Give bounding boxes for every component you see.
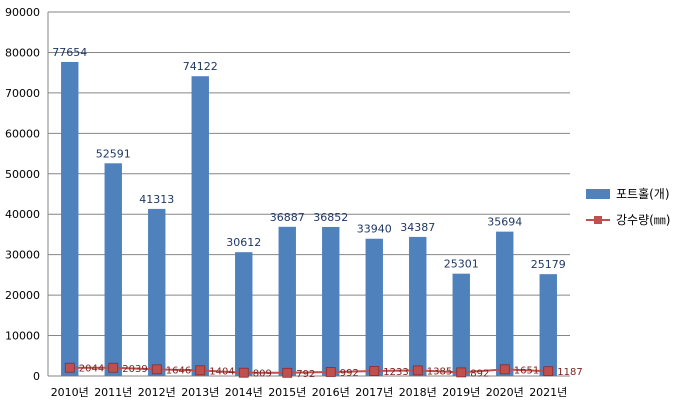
line-data-label: 792	[296, 369, 315, 380]
x-tick-label: 2018년	[399, 386, 437, 399]
bar	[148, 208, 166, 376]
y-tick-label: 40000	[5, 208, 40, 221]
line-data-label: 2039	[122, 364, 147, 375]
bar	[278, 226, 296, 376]
x-tick-label: 2021년	[529, 386, 567, 399]
bar	[61, 61, 79, 377]
bar-data-label: 77654	[52, 46, 87, 59]
x-tick-label: 2016년	[312, 386, 350, 399]
line-series	[64, 362, 554, 378]
bar-data-label: 25301	[444, 258, 479, 271]
y-tick-label: 70000	[5, 87, 40, 100]
line-point	[369, 366, 380, 376]
y-tick-label: 0	[33, 370, 40, 383]
bar	[365, 238, 383, 376]
bar-data-labels: 77654 52591 41313 74122 30612 36887 36852 33940…	[52, 46, 566, 271]
bar	[409, 236, 427, 376]
legend: 포트홀(개) 강수량(㎜)	[586, 187, 670, 227]
bar	[191, 76, 209, 377]
line-data-label: 1385	[427, 366, 452, 377]
y-tick-label: 60000	[5, 127, 40, 140]
bar-data-label: 30612	[226, 236, 261, 249]
x-tick-label: 2020년	[486, 386, 524, 399]
bar	[539, 274, 557, 376]
y-tick-label: 20000	[5, 289, 40, 302]
line-point	[282, 367, 293, 378]
x-tick-label: 2010년	[51, 386, 89, 399]
bar-data-label: 34387	[400, 221, 435, 234]
line-point	[543, 366, 554, 377]
line-point	[325, 367, 336, 377]
line-point	[151, 364, 162, 375]
line-data-label: 1404	[209, 366, 234, 377]
legend-label: 포트홀(개)	[616, 187, 670, 201]
bar-data-label: 74122	[183, 60, 218, 73]
bar-data-label: 52591	[96, 147, 131, 160]
bar-data-label: 33940	[357, 223, 392, 236]
grid-lines	[47, 11, 570, 377]
line-point	[412, 365, 423, 376]
bar	[452, 273, 470, 376]
line-data-labels: 2044 2039 1646 1404 809 792 992 1233 1385 892 1651…	[79, 364, 583, 380]
y-tick-label: 80000	[5, 46, 40, 59]
bar	[235, 252, 253, 376]
bar-data-label: 36852	[313, 211, 348, 224]
y-tick-label: 30000	[5, 249, 40, 262]
legend-swatch-bar	[586, 189, 610, 199]
line-data-label: 2044	[79, 364, 104, 375]
line-data-label: 1651	[514, 365, 539, 376]
y-tick-label: 10000	[5, 330, 40, 343]
line-data-label: 992	[340, 368, 359, 379]
y-axis-ticks: 0 10000 20000 30000 40000 50000 60000 70000 8000…	[5, 6, 40, 383]
line-data-label: 1187	[557, 367, 582, 378]
line-point	[64, 362, 75, 373]
legend-label: 강수량(㎜)	[616, 213, 670, 227]
bar-series	[61, 61, 557, 377]
x-tick-label: 2011년	[94, 386, 132, 399]
line-data-label: 809	[253, 369, 272, 380]
x-tick-label: 2014년	[225, 386, 263, 399]
series-line	[69, 366, 549, 374]
x-axis-ticks: 2010년 2011년 2012년 2013년 2014년 2015년 2016년 2017년…	[51, 386, 568, 399]
bar	[104, 163, 122, 376]
line-data-label: 1646	[166, 365, 191, 376]
line-point	[108, 362, 119, 373]
x-tick-label: 2012년	[138, 386, 176, 399]
y-tick-label: 50000	[5, 168, 40, 181]
bar	[496, 231, 514, 376]
y-tick-label: 90000	[5, 6, 40, 19]
bar-data-label: 36887	[270, 211, 305, 224]
line-point	[456, 367, 467, 378]
bar-data-label: 25179	[531, 258, 566, 271]
x-tick-label: 2019년	[442, 386, 480, 399]
x-tick-label: 2015년	[268, 386, 306, 399]
line-data-label: 1233	[383, 367, 408, 378]
line-point	[195, 365, 206, 376]
bar-data-label: 35694	[487, 216, 522, 229]
bar	[322, 226, 340, 376]
line-data-label: 892	[470, 368, 489, 379]
x-tick-label: 2013년	[181, 386, 219, 399]
line-point	[499, 364, 510, 375]
x-tick-label: 2017년	[355, 386, 393, 399]
legend-swatch-marker	[594, 216, 602, 224]
line-point	[238, 367, 249, 378]
bar-data-label: 41313	[139, 193, 174, 206]
